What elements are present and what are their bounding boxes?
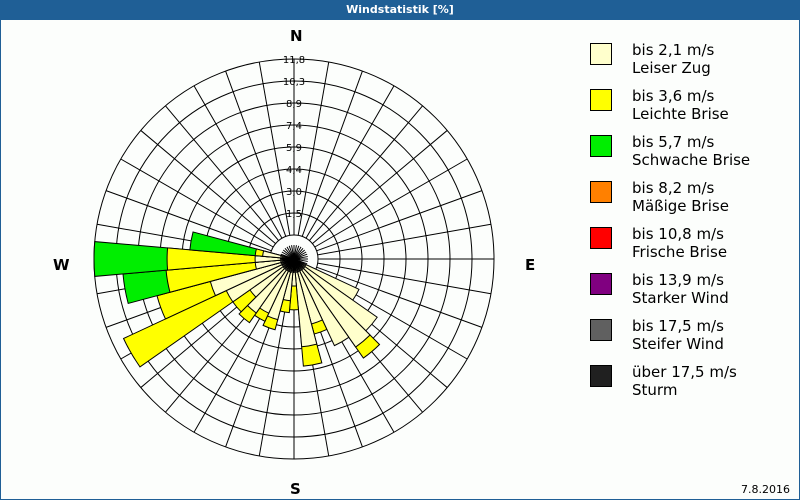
date-stamp: 7.8.2016 bbox=[741, 483, 790, 496]
grid-spoke bbox=[312, 130, 448, 244]
ring-label: 7,4 bbox=[286, 121, 302, 132]
legend-swatch bbox=[590, 181, 612, 203]
ring-label: 1,5 bbox=[286, 209, 302, 220]
grid-spoke bbox=[225, 70, 287, 237]
grid-spoke bbox=[105, 190, 272, 252]
compass-south-label: S bbox=[290, 480, 301, 498]
wind-rose-svg: 1,5 3,0 4,4 5,9 7,4 8,9 10,3 11,8 bbox=[93, 55, 495, 460]
legend-item-leiser-zug: bis 2,1 m/s Leiser Zug bbox=[590, 41, 790, 87]
legend-swatch bbox=[590, 43, 612, 65]
grid-spoke bbox=[301, 70, 363, 237]
legend-item-maessige-brise: bis 8,2 m/s Mäßige Brise bbox=[590, 179, 790, 225]
grid-spoke bbox=[165, 105, 279, 241]
legend-item-leichte-brise: bis 3,6 m/s Leichte Brise bbox=[590, 87, 790, 133]
grid-spoke bbox=[140, 130, 276, 244]
wind-wedge bbox=[293, 258, 371, 348]
legend-name: Mäßige Brise bbox=[632, 197, 729, 215]
legend-swatch bbox=[590, 273, 612, 295]
wind-wedge bbox=[262, 250, 295, 260]
legend-swatch bbox=[590, 319, 612, 341]
compass-west-label: W bbox=[53, 256, 70, 274]
grid-spoke bbox=[316, 266, 483, 328]
legend-name: Starker Wind bbox=[632, 289, 729, 307]
chart-title: Windstatistik [%] bbox=[0, 0, 800, 20]
center-dot bbox=[290, 255, 298, 263]
legend-name: Schwache Brise bbox=[632, 151, 751, 169]
legend-range: bis 17,5 m/s bbox=[632, 317, 724, 335]
compass-east-label: E bbox=[525, 256, 536, 274]
legend-range: bis 5,7 m/s bbox=[632, 133, 715, 151]
legend-name: Frische Brise bbox=[632, 243, 728, 261]
ring-label: 11,8 bbox=[283, 55, 305, 66]
grid-spoke bbox=[317, 223, 492, 256]
ring-label: 10,3 bbox=[283, 77, 305, 88]
grid-spoke bbox=[120, 158, 274, 248]
legend-item-schwache-brise: bis 5,7 m/s Schwache Brise bbox=[590, 133, 790, 179]
legend-range: bis 13,9 m/s bbox=[632, 271, 724, 289]
legend: bis 2,1 m/s Leiser Zug bis 3,6 m/s Leichte… bbox=[590, 41, 790, 409]
ring-label: 4,4 bbox=[286, 165, 302, 176]
legend-name: Sturm bbox=[632, 381, 678, 399]
ring-label: 3,0 bbox=[286, 187, 302, 198]
legend-swatch bbox=[590, 227, 612, 249]
legend-range: bis 8,2 m/s bbox=[632, 179, 715, 197]
ring-label: 8,9 bbox=[286, 99, 302, 110]
legend-range: bis 3,6 m/s bbox=[632, 87, 715, 105]
legend-swatch bbox=[590, 365, 612, 387]
grid-spoke bbox=[309, 105, 423, 241]
grid-spoke bbox=[316, 190, 483, 252]
grid-spoke bbox=[314, 158, 468, 248]
legend-name: Leiser Zug bbox=[632, 59, 711, 77]
wind-wedge bbox=[166, 247, 295, 271]
ring-label: 5,9 bbox=[286, 143, 302, 154]
grid-spoke bbox=[297, 61, 330, 236]
wind-wedge bbox=[293, 258, 350, 347]
legend-name: Steifer Wind bbox=[632, 335, 724, 353]
legend-swatch bbox=[590, 135, 612, 157]
compass-north-label: N bbox=[290, 27, 303, 45]
legend-range: über 17,5 m/s bbox=[632, 363, 737, 381]
legend-range: bis 2,1 m/s bbox=[632, 41, 715, 59]
wind-rose-chart: 1,5 3,0 4,4 5,9 7,4 8,9 10,3 11,8 bbox=[0, 20, 560, 500]
grid-spoke bbox=[317, 262, 492, 295]
legend-item-frische-brise: bis 10,8 m/s Frische Brise bbox=[590, 225, 790, 271]
wind-wedge bbox=[293, 258, 318, 348]
legend-range: bis 10,8 m/s bbox=[632, 225, 724, 243]
grid-spoke bbox=[305, 85, 395, 239]
legend-name: Leichte Brise bbox=[632, 105, 729, 123]
legend-item-steifer-wind: bis 17,5 m/s Steifer Wind bbox=[590, 317, 790, 363]
legend-item-sturm: über 17,5 m/s Sturm bbox=[590, 363, 790, 409]
grid-spoke bbox=[258, 61, 291, 236]
legend-item-starker-wind: bis 13,9 m/s Starker Wind bbox=[590, 271, 790, 317]
grid-spoke bbox=[193, 85, 283, 239]
legend-swatch bbox=[590, 89, 612, 111]
